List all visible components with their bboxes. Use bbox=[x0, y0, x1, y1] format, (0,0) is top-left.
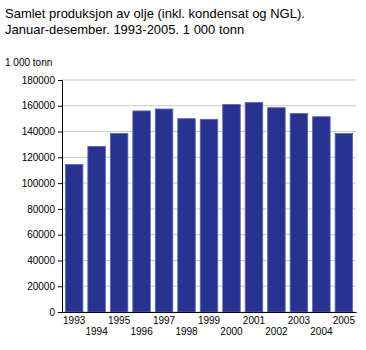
bar bbox=[245, 103, 263, 312]
y-axis: 0 20000 40000 60000 80000 100000 120000 140000 1… bbox=[22, 75, 63, 318]
x-tick: 1994 bbox=[85, 312, 108, 337]
y-tick-label: 160000 bbox=[22, 100, 56, 111]
y-tick-mark bbox=[58, 235, 62, 236]
grid-line bbox=[62, 105, 356, 106]
bar bbox=[200, 119, 218, 312]
grid bbox=[62, 80, 356, 312]
y-tick-mark bbox=[58, 312, 62, 313]
x-tick-label: 1993 bbox=[63, 315, 86, 326]
x-axis: 1993199419951996199719981999200020012002… bbox=[63, 312, 357, 337]
y-tick-mark bbox=[58, 106, 62, 107]
chart-container: Samlet produksjon av olje (inkl. kondens… bbox=[0, 0, 366, 350]
x-tick: 1995 bbox=[108, 312, 131, 326]
y-tick-mark bbox=[58, 132, 62, 133]
y-tick-mark bbox=[58, 80, 62, 81]
y-tick-mark bbox=[58, 157, 62, 158]
y-tick-mark bbox=[58, 183, 62, 184]
bar bbox=[223, 104, 241, 312]
bar bbox=[178, 119, 196, 312]
y-tick-label: 180000 bbox=[22, 75, 56, 86]
x-tick: 2004 bbox=[310, 312, 333, 337]
bar bbox=[110, 133, 128, 312]
y-tick: 20000 bbox=[27, 281, 62, 292]
x-tick: 2000 bbox=[220, 312, 243, 337]
y-tick-label: 20000 bbox=[27, 281, 55, 292]
y-tick-mark bbox=[58, 286, 62, 287]
y-tick-label: 0 bbox=[49, 307, 55, 318]
y-tick-label: 60000 bbox=[27, 229, 55, 240]
subtitle: Januar-desember. 1993-2005. 1 000 tonn bbox=[5, 22, 244, 37]
x-tick-label: 2003 bbox=[288, 315, 311, 326]
x-tick-label: 2001 bbox=[243, 315, 266, 326]
y-tick-mark bbox=[58, 260, 62, 261]
bars bbox=[65, 103, 352, 312]
y-tick: 120000 bbox=[22, 152, 62, 163]
x-tick-label: 2005 bbox=[333, 315, 356, 326]
x-tick: 2003 bbox=[288, 312, 311, 326]
bar bbox=[155, 109, 173, 312]
bar bbox=[313, 117, 331, 312]
x-tick-label: 2004 bbox=[310, 326, 333, 337]
y-tick-label: 80000 bbox=[27, 204, 55, 215]
y-tick-label: 100000 bbox=[22, 178, 56, 189]
y-tick: 60000 bbox=[27, 229, 62, 240]
x-tick: 2002 bbox=[265, 312, 288, 337]
x-tick: 1998 bbox=[175, 312, 198, 337]
x-tick-label: 1997 bbox=[153, 315, 176, 326]
y-tick-label: 40000 bbox=[27, 255, 55, 266]
bar bbox=[290, 114, 308, 312]
title: Samlet produksjon av olje (inkl. kondens… bbox=[5, 6, 305, 21]
x-tick-label: 1994 bbox=[85, 326, 108, 337]
x-tick: 2005 bbox=[333, 312, 356, 326]
bar bbox=[268, 108, 286, 312]
y-tick: 180000 bbox=[22, 75, 62, 86]
y-tick: 160000 bbox=[22, 100, 62, 111]
y-tick: 80000 bbox=[27, 204, 62, 215]
y-axis-line bbox=[58, 81, 63, 313]
x-axis-line bbox=[63, 312, 357, 313]
bar bbox=[88, 146, 106, 312]
x-tick: 2001 bbox=[243, 312, 266, 326]
y-tick: 40000 bbox=[27, 255, 62, 266]
y-tick-label: 140000 bbox=[22, 126, 56, 137]
y-tick-label: 120000 bbox=[22, 152, 56, 163]
x-tick-label: 2000 bbox=[220, 326, 243, 337]
x-tick-label: 1995 bbox=[108, 315, 131, 326]
x-tick: 1997 bbox=[153, 312, 176, 326]
y-tick: 0 bbox=[49, 307, 62, 318]
y-tick: 100000 bbox=[22, 178, 62, 189]
plot: 0 20000 40000 60000 80000 100000 120000 140000 1… bbox=[22, 75, 357, 337]
x-tick-label: 1996 bbox=[130, 326, 153, 337]
y-tick: 140000 bbox=[22, 126, 62, 137]
x-tick: 1996 bbox=[130, 312, 153, 337]
chart-svg: Samlet produksjon av olje (inkl. kondens… bbox=[0, 0, 366, 350]
grid-line bbox=[62, 80, 356, 81]
x-tick-label: 1999 bbox=[198, 315, 221, 326]
bar bbox=[133, 111, 151, 312]
background bbox=[0, 0, 366, 350]
y-axis-label: 1 000 tonn bbox=[5, 57, 52, 68]
bar bbox=[65, 164, 83, 312]
x-tick-label: 1998 bbox=[175, 326, 198, 337]
x-tick: 1999 bbox=[198, 312, 221, 326]
y-tick-mark bbox=[58, 209, 62, 210]
bar bbox=[335, 133, 353, 312]
x-tick: 1993 bbox=[63, 312, 86, 326]
x-tick-label: 2002 bbox=[265, 326, 288, 337]
